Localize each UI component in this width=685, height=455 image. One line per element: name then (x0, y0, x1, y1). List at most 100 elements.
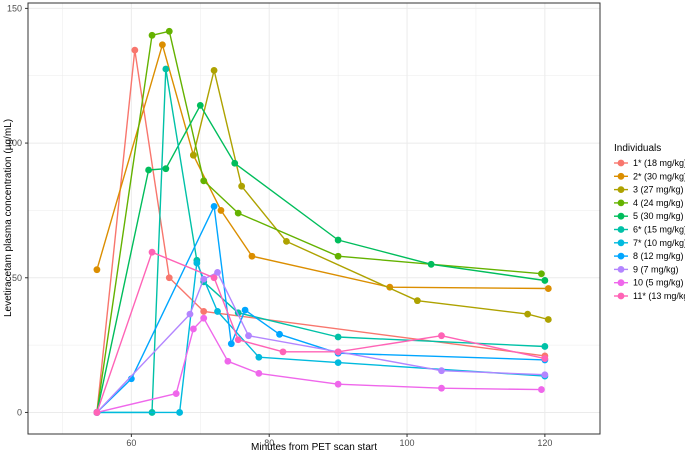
data-point (200, 275, 208, 283)
legend-key-point (617, 239, 625, 247)
legend-key-point (617, 199, 625, 207)
data-point (217, 207, 225, 214)
data-point (438, 332, 445, 340)
legend-item: 7* (10 mg/kg) (614, 238, 685, 248)
legend-key-point (617, 292, 625, 300)
data-point (255, 353, 263, 361)
legend-item: 3 (27 mg/kg) (614, 185, 684, 195)
data-point (93, 266, 101, 274)
data-point (248, 252, 256, 260)
data-point (255, 369, 263, 377)
data-point (334, 333, 342, 341)
legend-item: 5 (30 mg/kg) (614, 211, 684, 221)
legend-item: 2* (30 mg/kg) (614, 171, 685, 181)
legend: Individuals 1* (18 mg/kg) 2* (30 mg/kg) 3 … (614, 143, 685, 301)
data-point (541, 277, 549, 284)
plot-background (28, 3, 600, 434)
data-point (413, 297, 421, 305)
legend-key-point (617, 279, 625, 287)
legend-key-point (617, 226, 625, 233)
legend-item: 9 (7 mg/kg) (614, 264, 679, 274)
data-point (544, 285, 552, 292)
legend-item: 6* (15 mg/kg) (614, 225, 685, 235)
legend-label: 6* (15 mg/kg) (633, 225, 685, 235)
data-point (172, 390, 180, 397)
data-point (200, 177, 208, 185)
data-point (283, 237, 290, 245)
legend-item: 11* (13 mg/kg) (614, 291, 685, 301)
data-point (148, 248, 156, 256)
data-point (93, 409, 101, 416)
data-point (438, 384, 445, 392)
y-axis-title: Levetiracetam plasma concentration (µg/m… (3, 119, 14, 317)
data-point (538, 386, 545, 393)
data-point (231, 159, 239, 167)
data-point (541, 371, 549, 379)
data-point (524, 310, 532, 318)
data-point (162, 65, 170, 73)
legend-key-point (617, 159, 625, 167)
data-point (334, 252, 342, 260)
data-point (224, 357, 232, 365)
series-11 (93, 248, 549, 416)
data-point (210, 202, 218, 210)
data-point (227, 340, 235, 348)
x-tick-label: 60 (126, 438, 136, 448)
data-point (131, 46, 139, 54)
data-point (438, 367, 445, 375)
data-point (276, 330, 283, 338)
series-line (96, 271, 545, 413)
legend-label: 3 (27 mg/kg) (633, 185, 684, 195)
legend-label: 2* (30 mg/kg) (633, 171, 685, 181)
x-axis-title: Minutes from PET scan start (251, 442, 377, 453)
series-10 (93, 314, 545, 416)
data-point (214, 268, 221, 276)
data-point (200, 314, 208, 322)
data-point (210, 66, 218, 74)
data-point (189, 151, 197, 159)
data-point (538, 270, 545, 278)
data-point (541, 343, 549, 350)
data-point (189, 325, 197, 333)
legend-item: 4 (24 mg/kg) (614, 198, 684, 208)
data-point (541, 355, 549, 362)
legend-label: 10 (5 mg/kg) (633, 278, 684, 288)
legend-label: 9 (7 mg/kg) (633, 264, 679, 274)
series-layer (93, 27, 552, 416)
legend-label: 11* (13 mg/kg) (633, 291, 685, 301)
legend-title: Individuals (614, 143, 661, 154)
data-point (214, 308, 221, 315)
data-point (279, 348, 287, 356)
data-point (196, 101, 204, 109)
data-point (544, 316, 552, 323)
data-point (234, 209, 242, 217)
data-point (158, 41, 166, 49)
legend-key-point (617, 186, 625, 194)
legend-label: 5 (30 mg/kg) (633, 211, 684, 221)
data-point (165, 27, 173, 35)
legend-key-point (617, 252, 625, 260)
data-point (210, 274, 218, 282)
legend-key-point (617, 212, 625, 220)
data-point (193, 259, 201, 267)
data-point (162, 165, 170, 173)
data-point (148, 31, 156, 39)
data-point (334, 348, 342, 356)
y-tick-label: 150 (7, 3, 22, 13)
series-4 (93, 27, 545, 416)
x-axis-ticks: 60 80 100 120 (126, 434, 552, 448)
x-tick-label: 80 (264, 438, 274, 448)
legend-item: 1* (18 mg/kg) (614, 158, 685, 168)
y-tick-label: 0 (17, 407, 22, 417)
data-point (245, 332, 252, 340)
y-axis-ticks: 0 50 100 150 (7, 3, 28, 417)
data-point (334, 380, 342, 388)
series-line (96, 251, 546, 413)
x-tick-label: 120 (537, 438, 552, 448)
data-point (145, 166, 153, 174)
legend-label: 7* (10 mg/kg) (633, 238, 685, 248)
data-point (334, 236, 342, 244)
data-point (427, 260, 435, 268)
y-tick-label: 50 (12, 273, 22, 283)
